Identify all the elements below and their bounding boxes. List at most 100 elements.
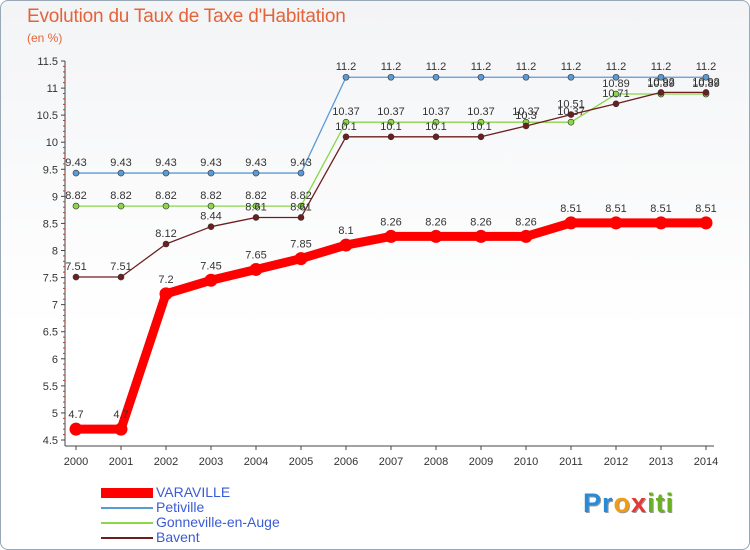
data-point-varaville <box>564 216 578 230</box>
data-label-bavent: 8.61 <box>290 201 311 213</box>
data-label-gonneville-en-auge: 10.37 <box>467 106 495 118</box>
y-tick-label: 6 <box>52 354 58 366</box>
data-label-gonneville-en-auge: 8.82 <box>245 190 266 202</box>
x-tick-label: 2005 <box>289 456 313 468</box>
data-point-petiville <box>117 169 125 177</box>
data-label-petiville: 9.43 <box>290 157 311 169</box>
data-point-bavent <box>387 133 395 141</box>
data-label-petiville: 9.43 <box>155 157 176 169</box>
logo-letter: t <box>655 488 666 518</box>
data-point-varaville <box>384 229 398 243</box>
y-tick-label: 5.5 <box>43 381 58 393</box>
data-label-varaville: 8.51 <box>695 203 716 215</box>
data-point-gonneville-en-auge <box>432 118 440 126</box>
y-tick-label: 9 <box>52 191 58 203</box>
data-point-gonneville-en-auge <box>612 90 620 98</box>
data-point-varaville <box>249 262 263 276</box>
data-label-gonneville-en-auge: 10.89 <box>647 78 675 90</box>
x-tick-label: 2013 <box>649 456 673 468</box>
data-point-bavent <box>72 273 80 281</box>
x-tick-label: 2000 <box>64 456 88 468</box>
data-label-varaville: 4.7 <box>113 409 128 421</box>
legend-label-bavent: Bavent <box>156 529 200 545</box>
data-label-varaville: 8.51 <box>650 203 671 215</box>
data-point-petiville <box>252 169 260 177</box>
x-tick-label: 2001 <box>109 456 133 468</box>
data-label-varaville: 8.26 <box>380 216 401 228</box>
data-point-gonneville-en-auge <box>387 118 395 126</box>
data-label-petiville: 11.2 <box>561 61 582 73</box>
legend-swatch-petiville <box>101 507 153 509</box>
data-label-varaville: 8.51 <box>560 203 581 215</box>
data-label-bavent: 8.61 <box>245 201 266 213</box>
y-tick-label: 11 <box>47 83 58 95</box>
data-label-petiville: 11.2 <box>651 61 672 73</box>
proxiti-logo: Proxiti <box>583 488 674 519</box>
data-label-varaville: 4.7 <box>68 409 83 421</box>
data-point-bavent <box>252 214 260 221</box>
y-tick-label: 10 <box>46 137 58 149</box>
legend-label-gonneville: Gonneville-en-Auge <box>156 514 280 530</box>
data-point-bavent <box>162 240 170 248</box>
series-line-varaville <box>76 218 706 434</box>
data-label-petiville: 9.43 <box>65 157 86 169</box>
data-label-gonneville-en-auge: 10.37 <box>512 106 540 118</box>
data-point-bavent <box>297 214 305 221</box>
data-label-varaville: 8.26 <box>515 216 536 228</box>
data-point-varaville <box>339 238 353 252</box>
data-point-petiville <box>342 73 350 81</box>
data-label-varaville: 8.1 <box>338 225 353 237</box>
data-point-petiville <box>207 169 215 177</box>
data-point-bavent <box>657 89 665 96</box>
x-tick-label: 2010 <box>514 456 538 468</box>
data-point-gonneville-en-auge <box>297 202 305 210</box>
y-tick-label: 7 <box>52 300 58 312</box>
data-label-gonneville-en-auge: 8.82 <box>155 190 176 202</box>
logo-letter: P <box>583 488 603 518</box>
data-point-varaville <box>429 229 443 243</box>
data-point-gonneville-en-auge <box>567 118 575 126</box>
x-tick-label: 2002 <box>154 456 178 468</box>
data-label-petiville: 11.2 <box>606 61 627 73</box>
x-tick-label: 2014 <box>694 456 718 468</box>
y-tick-label: 8 <box>52 246 58 258</box>
data-point-varaville <box>609 216 623 230</box>
data-label-bavent: 10.1 <box>335 121 356 133</box>
data-label-petiville: 11.2 <box>471 61 492 73</box>
y-tick-label: 11.5 <box>37 56 58 68</box>
y-tick-label: 4.5 <box>43 435 58 447</box>
data-label-varaville: 7.65 <box>245 249 266 261</box>
data-label-gonneville-en-auge: 10.89 <box>692 78 720 90</box>
data-point-petiville <box>297 169 305 177</box>
x-tick-label: 2009 <box>469 456 493 468</box>
data-point-varaville <box>114 422 128 436</box>
data-point-varaville <box>69 422 83 436</box>
data-label-gonneville-en-auge: 8.82 <box>290 190 311 202</box>
data-point-bavent <box>207 223 215 230</box>
data-label-petiville: 9.43 <box>245 157 266 169</box>
x-tick-label: 2012 <box>604 456 628 468</box>
data-label-varaville: 8.26 <box>470 216 491 228</box>
legend-swatch-varaville <box>101 488 153 498</box>
data-label-varaville: 7.85 <box>290 239 311 251</box>
x-tick-label: 2008 <box>424 456 448 468</box>
legend-swatch-gonneville <box>101 522 153 524</box>
data-label-bavent: 10.1 <box>380 121 401 133</box>
legend-label-petiville: Petiville <box>156 499 205 515</box>
data-point-bavent <box>702 89 710 96</box>
data-label-varaville: 7.45 <box>200 260 221 272</box>
data-point-petiville <box>702 73 710 81</box>
data-point-varaville <box>294 252 308 266</box>
data-point-bavent <box>342 133 350 141</box>
data-label-gonneville-en-auge: 10.37 <box>332 106 360 118</box>
data-point-petiville <box>522 73 530 81</box>
y-tick-label: 10.5 <box>37 110 58 122</box>
data-point-gonneville-en-auge <box>252 202 260 210</box>
data-point-varaville <box>654 216 668 230</box>
data-point-gonneville-en-auge <box>342 118 350 126</box>
y-tick-label: 9.5 <box>43 164 58 176</box>
data-point-bavent <box>477 133 485 141</box>
x-tick-label: 2011 <box>559 456 583 468</box>
